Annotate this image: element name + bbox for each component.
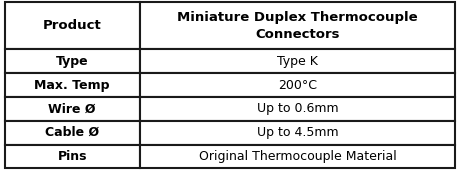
Bar (5, 121, 140, 144)
Text: Type: Type (56, 55, 88, 68)
Bar (5, 144, 140, 168)
Text: 200°C: 200°C (278, 79, 316, 91)
Text: Up to 0.6mm: Up to 0.6mm (256, 102, 338, 115)
Text: Product: Product (43, 19, 101, 32)
Text: Type K: Type K (277, 55, 317, 68)
Bar (5, 73, 140, 97)
Text: Up to 4.5mm: Up to 4.5mm (256, 126, 338, 139)
Bar (140, 49, 454, 73)
Text: Original Thermocouple Material: Original Thermocouple Material (198, 150, 396, 163)
Bar (5, 97, 140, 121)
Text: Cable Ø: Cable Ø (45, 126, 99, 139)
Text: Max. Temp: Max. Temp (34, 79, 110, 91)
Text: Wire Ø: Wire Ø (48, 102, 96, 115)
Bar (5, 49, 140, 73)
Bar (140, 73, 454, 97)
Bar (140, 144, 454, 168)
Bar (5, 2, 140, 49)
Bar (140, 97, 454, 121)
Bar (140, 121, 454, 144)
Text: Miniature Duplex Thermocouple
Connectors: Miniature Duplex Thermocouple Connectors (177, 11, 417, 40)
Bar (140, 2, 454, 49)
Text: Pins: Pins (57, 150, 87, 163)
